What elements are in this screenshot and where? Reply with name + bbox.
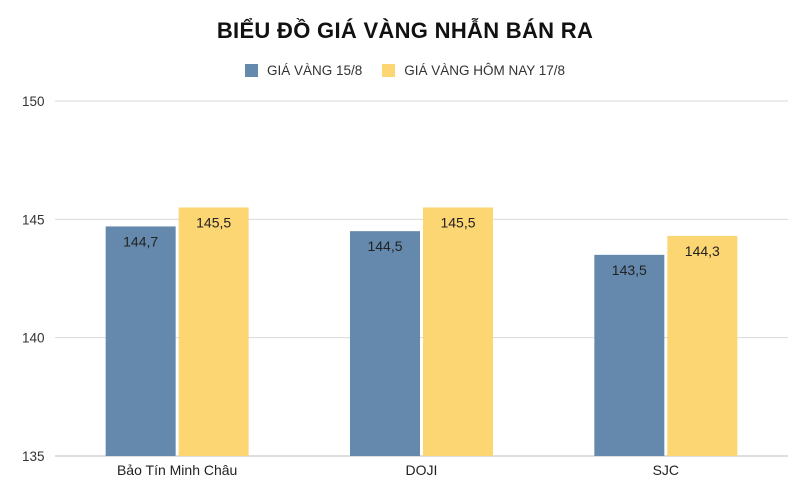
- data-label: 144,3: [685, 243, 720, 259]
- bar-1-sjc: [594, 254, 665, 456]
- bar-2-doji: [423, 207, 493, 456]
- data-label: 143,5: [612, 262, 647, 278]
- legend-label-series-1: GIÁ VÀNG 15/8: [266, 63, 363, 78]
- legend-swatch-series-1: [244, 64, 258, 77]
- data-label: 145,5: [440, 215, 475, 231]
- bar-2-bảo-tín-minh-châu: [178, 207, 249, 456]
- legend-item-series-2: GIÁ VÀNG HÔM NAY 17/8: [382, 63, 565, 78]
- y-tick-label: 145: [22, 212, 45, 227]
- legend-item-series-1: GIÁ VÀNG 15/8: [244, 63, 363, 78]
- chart-title: BIỂU ĐỒ GIÁ VÀNG NHẪN BÁN RA: [216, 18, 594, 43]
- data-label: 144,7: [123, 233, 158, 249]
- legend-label-series-2: GIÁ VÀNG HÔM NAY 17/8: [404, 63, 566, 78]
- y-tick-label: 150: [22, 94, 45, 109]
- data-label: 144,5: [367, 238, 402, 254]
- y-tick-label: 140: [22, 331, 45, 346]
- x-category-label: DOJI: [406, 462, 438, 478]
- bar-2-sjc: [667, 235, 738, 456]
- x-category-label: Bảo Tín Minh Châu: [117, 462, 237, 478]
- y-tick-label: 135: [22, 449, 45, 464]
- legend-swatch-series-2: [382, 64, 396, 77]
- legend: GIÁ VÀNG 15/8 GIÁ VÀNG HÔM NAY 17/8: [0, 63, 810, 78]
- bar-1-doji: [350, 231, 420, 456]
- x-category-label: SJC: [653, 462, 679, 478]
- bar-1-bảo-tín-minh-châu: [105, 226, 176, 456]
- data-label: 145,5: [196, 215, 231, 231]
